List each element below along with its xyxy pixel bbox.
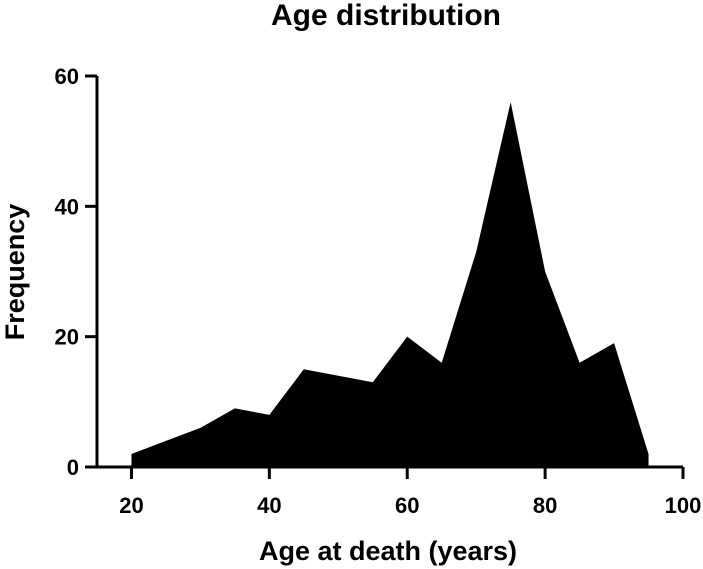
- y-tick-label-0: 0: [67, 455, 79, 480]
- x-axis-label: Age at death (years): [259, 536, 517, 566]
- x-tick-label-100: 100: [665, 493, 702, 518]
- frequency-area: [131, 102, 649, 468]
- y-axis-label: Frequency: [0, 204, 30, 341]
- plot-area: [131, 102, 649, 468]
- x-axis-ticks: 20 40 60 80 100: [119, 467, 701, 518]
- x-tick-label-20: 20: [119, 493, 143, 518]
- y-tick-label-60: 60: [55, 64, 79, 89]
- chart-title: Age distribution: [271, 0, 501, 32]
- x-tick-label-60: 60: [395, 493, 419, 518]
- y-tick-label-40: 40: [55, 194, 79, 219]
- x-tick-label-40: 40: [257, 493, 281, 518]
- y-tick-label-20: 20: [55, 325, 79, 350]
- x-tick-label-80: 80: [533, 493, 557, 518]
- y-axis-ticks: 0 20 40 60: [55, 64, 97, 480]
